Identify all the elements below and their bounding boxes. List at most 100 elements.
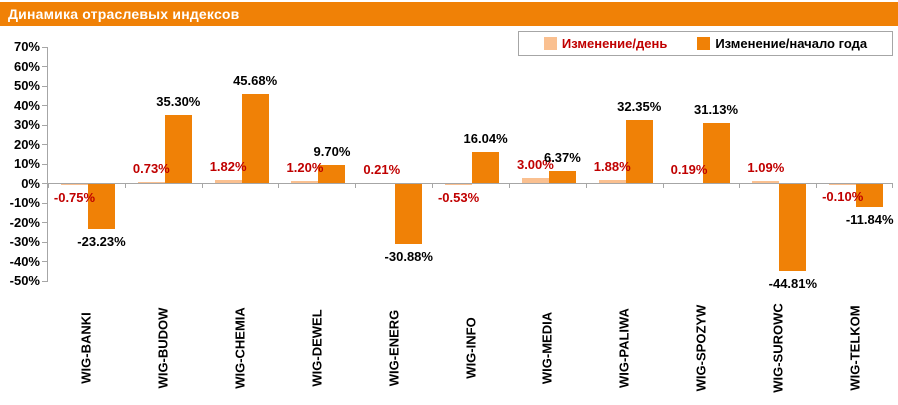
data-label-ytd: -23.23% [77, 233, 126, 249]
bar-day [598, 179, 626, 184]
x-axis-tick [508, 184, 510, 188]
y-axis-tick [42, 183, 48, 184]
y-axis-tick-label: -40% [9, 253, 40, 269]
x-category-label: WIG-INFO [463, 317, 478, 379]
x-category-label: WIG-PALIWA [616, 308, 632, 388]
bar-ytd [625, 120, 653, 184]
data-label-ytd: 35.30% [156, 93, 201, 109]
legend-label-ytd: Изменение/начало года [715, 36, 868, 51]
legend: Изменение/день Изменение/начало года [518, 31, 893, 56]
legend-label-day: Изменение/день [561, 36, 668, 51]
y-axis-tick [42, 144, 48, 145]
bar-day [829, 184, 857, 185]
y-axis-tick-label: 10% [13, 156, 40, 171]
data-label-ytd: 16.04% [463, 131, 508, 147]
x-category-label: WIG-BUDOW [155, 307, 171, 389]
bar-ytd [164, 114, 192, 184]
data-label-ytd: 6.37% [543, 150, 581, 166]
bar-day [61, 184, 88, 186]
x-axis-line [47, 183, 893, 184]
y-axis-tick [42, 241, 48, 243]
bar-ytd [779, 184, 807, 272]
y-axis-tick [42, 85, 48, 87]
x-axis-tick [48, 184, 49, 188]
data-label-day: 1.20% [286, 160, 324, 176]
x-category-label: WIG-SUROWC [770, 303, 786, 393]
bar-day [752, 181, 780, 184]
data-label-day: -0.53% [437, 189, 480, 205]
legend-item-day: Изменение/день [543, 36, 668, 51]
x-category-label: WIG-BANKI [78, 312, 94, 384]
y-axis-tick [42, 105, 48, 106]
x-axis-tick [124, 184, 126, 188]
legend-swatch-day-icon [543, 37, 557, 50]
data-label-ytd: -30.88% [384, 248, 433, 264]
y-axis-tick-label: 0% [21, 175, 40, 191]
data-label-ytd: -44.81% [768, 275, 818, 291]
y-axis-tick-label: -20% [9, 214, 40, 230]
x-axis-tick [816, 184, 818, 188]
y-axis-tick [42, 124, 48, 126]
y-axis-tick-label: -50% [9, 273, 40, 288]
y-axis-tick [42, 66, 48, 67]
chart-title: Динамика отраслевых индексов [8, 6, 240, 22]
data-label-ytd: 9.70% [313, 143, 351, 159]
data-label-ytd: 32.35% [617, 99, 662, 115]
data-label-day: 1.82% [209, 158, 247, 174]
x-category-label: WIG-ENERG [386, 309, 402, 387]
y-axis-tick [42, 163, 48, 165]
x-category-label: WIG-CHEMIA [232, 307, 248, 389]
bar-day [214, 179, 242, 184]
data-label-day: 1.88% [593, 158, 631, 174]
data-label-day: 3.00% [516, 156, 554, 172]
data-label-ytd: 45.68% [233, 73, 278, 89]
bar-ytd [395, 184, 423, 245]
y-axis-tick [42, 202, 48, 204]
bar-ytd [548, 171, 576, 184]
x-axis-tick [201, 184, 203, 188]
y-axis-tick [42, 222, 48, 223]
bar-ytd [88, 184, 115, 230]
y-axis-tick-label: -10% [9, 195, 40, 210]
bar-ytd [472, 152, 500, 184]
y-axis-tick-label: 50% [13, 78, 40, 93]
x-axis-tick [739, 184, 741, 188]
x-axis-tick [278, 184, 280, 188]
y-axis-tick-label: 30% [13, 117, 40, 132]
legend-item-ytd: Изменение/начало года [697, 36, 867, 51]
data-label-ytd: -11.84% [845, 211, 894, 227]
y-axis-tick-label: 70% [13, 39, 40, 54]
legend-swatch-ytd-icon [697, 37, 711, 50]
x-category-label: WIG-MEDIA [539, 311, 555, 385]
data-label-day: -0.75% [53, 189, 96, 205]
bar-ytd [702, 122, 730, 184]
bar-day [521, 177, 549, 184]
bar-day [445, 184, 473, 186]
data-label-day: 0.21% [363, 162, 401, 178]
bar-ytd [318, 164, 346, 184]
bar-ytd [241, 94, 269, 184]
chart-title-bar: Динамика отраслевых индексов [0, 2, 898, 26]
x-category-label: WIG-SPOZYW [693, 304, 709, 392]
y-axis-tick-label: -30% [9, 234, 40, 249]
x-axis-tick [892, 184, 893, 188]
y-axis-tick [42, 280, 48, 282]
data-label-day: 0.19% [670, 162, 708, 178]
x-axis-tick [355, 184, 357, 188]
x-axis-tick [585, 184, 587, 188]
y-axis-tick [42, 46, 48, 48]
data-label-day: -0.10% [822, 188, 864, 204]
x-category-label: WIG-TELKOM [847, 305, 863, 391]
data-label-day: 0.73% [132, 161, 170, 177]
bar-day [137, 182, 165, 184]
y-axis-tick-label: 20% [13, 136, 40, 152]
y-axis-tick-label: 40% [13, 97, 40, 113]
x-axis-tick [432, 184, 434, 188]
y-axis-tick-label: 60% [13, 58, 40, 74]
x-axis-tick [662, 184, 664, 188]
bar-ytd [856, 184, 884, 208]
data-label-ytd: 31.13% [693, 101, 739, 117]
data-label-day: 1.09% [747, 160, 785, 176]
